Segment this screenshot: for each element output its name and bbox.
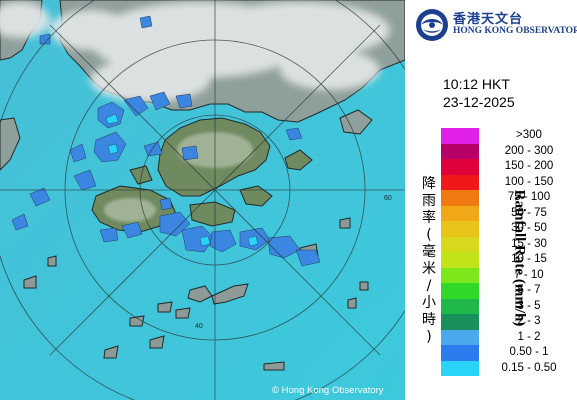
legend-row: 2 - 3 (441, 314, 577, 330)
legend-swatch (441, 267, 479, 283)
legend-swatch (441, 283, 479, 299)
legend-swatch (441, 221, 479, 237)
legend-title-cn: 降雨率(毫米 / 小時) (422, 176, 436, 345)
legend-label: 1 - 2 (517, 330, 541, 343)
legend-label: >300 (516, 129, 542, 141)
legend-swatch (441, 236, 479, 252)
legend-label: 7 - 10 (514, 268, 544, 281)
legend-label: 0.15 - 0.50 (501, 361, 557, 374)
legend-swatch (441, 143, 479, 159)
legend-row: 75 - 100 (441, 190, 577, 206)
legend-label: 200 - 300 (504, 144, 554, 157)
legend-row: 0.50 - 1 (441, 345, 577, 361)
legend-swatch (441, 314, 479, 330)
hko-logo-icon (416, 9, 448, 41)
legend-label: 10 - 15 (511, 253, 547, 265)
radar-date: 23-12-2025 (443, 94, 515, 110)
legend-swatch (441, 128, 479, 144)
rain-echoes-cyan (105, 113, 259, 247)
info-panel: 香港天文台 HONG KONG OBSERVATORY 10:12 HKT 23… (405, 0, 577, 400)
legend-swatch (441, 190, 479, 206)
legend-row: 30 - 50 (441, 221, 577, 237)
legend-row: 200 - 300 (441, 143, 577, 159)
legend-row: 3 - 5 (441, 298, 577, 314)
legend-label: 30 - 50 (511, 222, 547, 234)
outlying-islands (23, 217, 369, 371)
legend-row: 0.15 - 0.50 (441, 360, 577, 376)
legend-label: 0.50 - 1 (509, 346, 549, 358)
legend-label: 100 - 150 (504, 175, 554, 188)
rain-echoes (11, 15, 321, 267)
radar-time: 10:12 HKT (443, 76, 510, 92)
legend-swatch (441, 345, 479, 361)
legend-swatch (441, 252, 479, 268)
legend-label: 2 - 3 (517, 315, 541, 327)
legend-row: 10 - 15 (441, 252, 577, 268)
radar-map-graphic: 40 60 (0, 0, 441, 405)
legend-row: 5 - 7 (441, 283, 577, 299)
org-name-cn: 香港天文台 (453, 12, 524, 27)
radar-map[interactable]: 40 60 © Hong Kong Observatory (0, 0, 441, 405)
legend-label: 75 - 100 (507, 191, 551, 203)
ring-label-40: 40 (195, 323, 203, 330)
ring-label-60: 60 (384, 195, 392, 202)
legend-label: 50 - 75 (511, 206, 547, 219)
legend-swatch (441, 174, 479, 190)
legend-row: 100 - 150 (441, 174, 577, 190)
legend-row: >300 (441, 128, 577, 144)
legend-row: 1 - 2 (441, 329, 577, 345)
legend-title-en: Rainfall Rate (mm/h) (511, 189, 528, 327)
legend-swatch (441, 205, 479, 221)
legend-label: 5 - 7 (517, 284, 541, 296)
legend-swatch (441, 298, 479, 314)
legend-row: 7 - 10 (441, 267, 577, 283)
org-name-en: HONG KONG OBSERVATORY (453, 26, 577, 36)
legend-label: 150 - 200 (504, 160, 554, 172)
legend-swatch (441, 159, 479, 175)
legend-row: 50 - 75 (441, 205, 577, 221)
copyright-text: © Hong Kong Observatory (272, 385, 384, 396)
legend-swatch (441, 329, 479, 345)
legend-label: 15 - 30 (511, 237, 547, 250)
legend-row: 150 - 200 (441, 159, 577, 175)
legend-label: 3 - 5 (517, 299, 541, 312)
legend-row: 15 - 30 (441, 236, 577, 252)
legend-swatch (441, 360, 479, 376)
